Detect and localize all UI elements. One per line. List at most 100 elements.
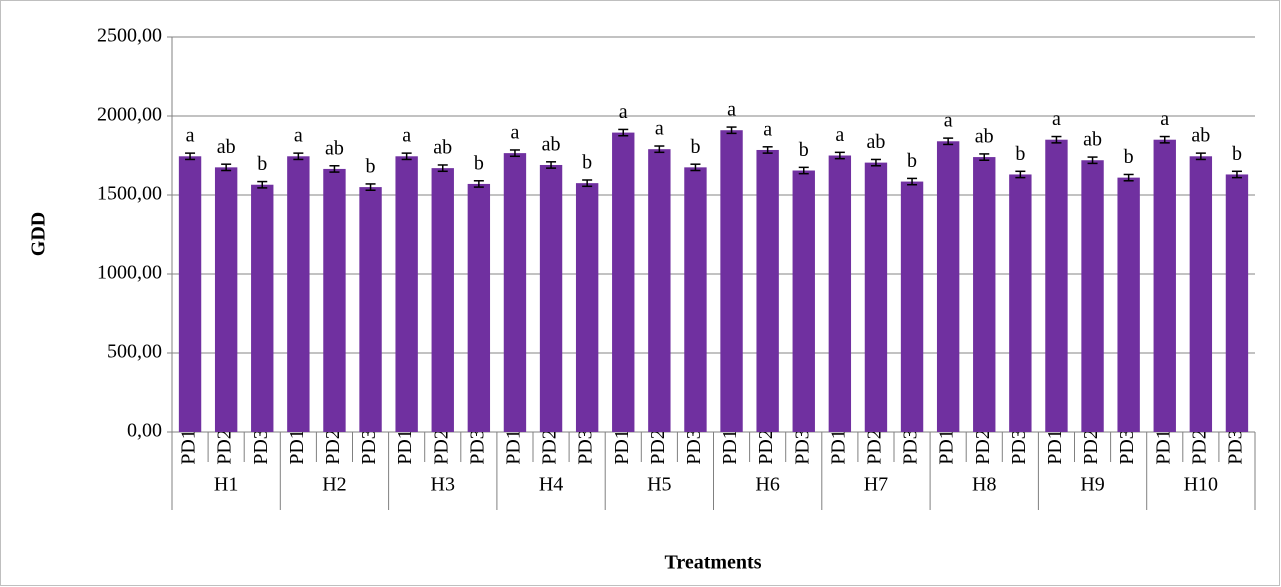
- significance-label: ab: [542, 133, 561, 155]
- bar: [973, 157, 996, 432]
- y-tick-label: 1500,00: [97, 183, 162, 205]
- bar: [214, 167, 238, 432]
- significance-label: a: [619, 101, 628, 123]
- x-tick-label: PD3: [250, 429, 272, 465]
- significance-label: a: [402, 125, 411, 147]
- significance-label: a: [944, 110, 953, 132]
- x-tick-label: PD3: [575, 429, 597, 465]
- group-label: H6: [755, 474, 779, 496]
- significance-label: a: [294, 125, 303, 147]
- bar: [287, 156, 310, 433]
- x-tick-label: PD2: [1080, 429, 1102, 465]
- bar: [1045, 139, 1068, 432]
- group-label: H9: [1080, 474, 1104, 496]
- x-tick-label: PD3: [1116, 429, 1138, 465]
- x-tick-label: PD2: [539, 429, 561, 465]
- x-tick-label: PD1: [178, 429, 200, 465]
- bar: [1117, 177, 1140, 432]
- x-tick-label: PD3: [1225, 429, 1247, 465]
- significance-label: b: [799, 139, 809, 161]
- significance-label: b: [366, 156, 376, 178]
- x-tick-label: PD1: [503, 429, 525, 465]
- significance-label: b: [474, 152, 484, 174]
- x-tick-label: PD1: [719, 429, 741, 465]
- x-tick-label: PD2: [430, 429, 452, 465]
- significance-label: a: [186, 125, 195, 147]
- significance-label: b: [907, 150, 917, 172]
- bar: [1081, 160, 1104, 433]
- significance-label: a: [655, 118, 664, 140]
- y-tick-label: 0,00: [127, 420, 162, 442]
- significance-label: b: [690, 136, 700, 158]
- significance-label: ab: [217, 136, 236, 158]
- significance-label: b: [1015, 143, 1025, 165]
- bar: [792, 170, 815, 432]
- bar: [539, 164, 563, 433]
- bar: [178, 156, 202, 433]
- significance-label: b: [1232, 143, 1242, 165]
- x-tick-label: PD3: [358, 429, 380, 465]
- bar: [503, 153, 527, 432]
- y-tick-label: 2000,00: [97, 104, 162, 126]
- significance-label: b: [1124, 146, 1134, 168]
- x-tick-label: PD3: [683, 429, 705, 465]
- y-axis-label: GDD: [28, 212, 50, 256]
- bar: [612, 132, 635, 432]
- bar: [936, 141, 960, 432]
- bar: [1009, 174, 1032, 432]
- x-tick-label: PD1: [286, 429, 308, 465]
- bar: [359, 187, 382, 432]
- y-tick-label: 500,00: [107, 341, 162, 363]
- bar: [828, 155, 852, 432]
- group-label: H2: [322, 474, 346, 496]
- y-tick-label: 1000,00: [97, 262, 162, 284]
- group-label: H10: [1184, 474, 1218, 496]
- bar: [684, 167, 707, 432]
- x-tick-label: PD1: [1152, 429, 1174, 465]
- group-label: H1: [214, 474, 238, 496]
- bar: [1153, 139, 1176, 432]
- significance-label: b: [257, 153, 267, 175]
- x-tick-label: PD1: [827, 429, 849, 465]
- x-tick-label: PD1: [611, 429, 633, 465]
- significance-label: ab: [433, 137, 452, 159]
- bar: [431, 168, 454, 432]
- group-label: H4: [539, 474, 563, 496]
- significance-label: ab: [867, 131, 886, 153]
- significance-label: ab: [1083, 129, 1102, 151]
- significance-label: a: [763, 118, 772, 140]
- bar: [395, 156, 418, 433]
- significance-label: a: [511, 122, 520, 144]
- bar: [575, 183, 599, 432]
- bar: [1189, 156, 1213, 433]
- bar: [1225, 174, 1249, 432]
- x-tick-label: PD2: [214, 429, 236, 465]
- bar: [323, 168, 346, 432]
- significance-label: a: [835, 124, 844, 146]
- group-label: H7: [864, 474, 888, 496]
- x-tick-label: PD2: [755, 429, 777, 465]
- x-tick-label: PD3: [1008, 429, 1030, 465]
- bar: [467, 183, 491, 432]
- bar: [720, 130, 743, 432]
- group-label: H5: [647, 474, 671, 496]
- significance-label: ab: [325, 137, 344, 159]
- significance-label: a: [1160, 108, 1169, 130]
- x-tick-label: PD2: [864, 429, 886, 465]
- bar: [864, 162, 888, 433]
- significance-label: a: [1052, 108, 1061, 130]
- x-tick-label: PD1: [1044, 429, 1066, 465]
- x-tick-label: PD3: [791, 429, 813, 465]
- group-label: H3: [431, 474, 455, 496]
- significance-label: a: [727, 99, 736, 121]
- x-tick-label: PD2: [322, 429, 344, 465]
- bar: [251, 184, 274, 432]
- x-tick-label: PD1: [394, 429, 416, 465]
- x-tick-label: PD2: [1188, 429, 1210, 465]
- significance-label: ab: [1191, 125, 1210, 147]
- significance-label: ab: [975, 126, 994, 148]
- x-axis-label: Treatments: [664, 552, 761, 574]
- x-tick-label: PD2: [972, 429, 994, 465]
